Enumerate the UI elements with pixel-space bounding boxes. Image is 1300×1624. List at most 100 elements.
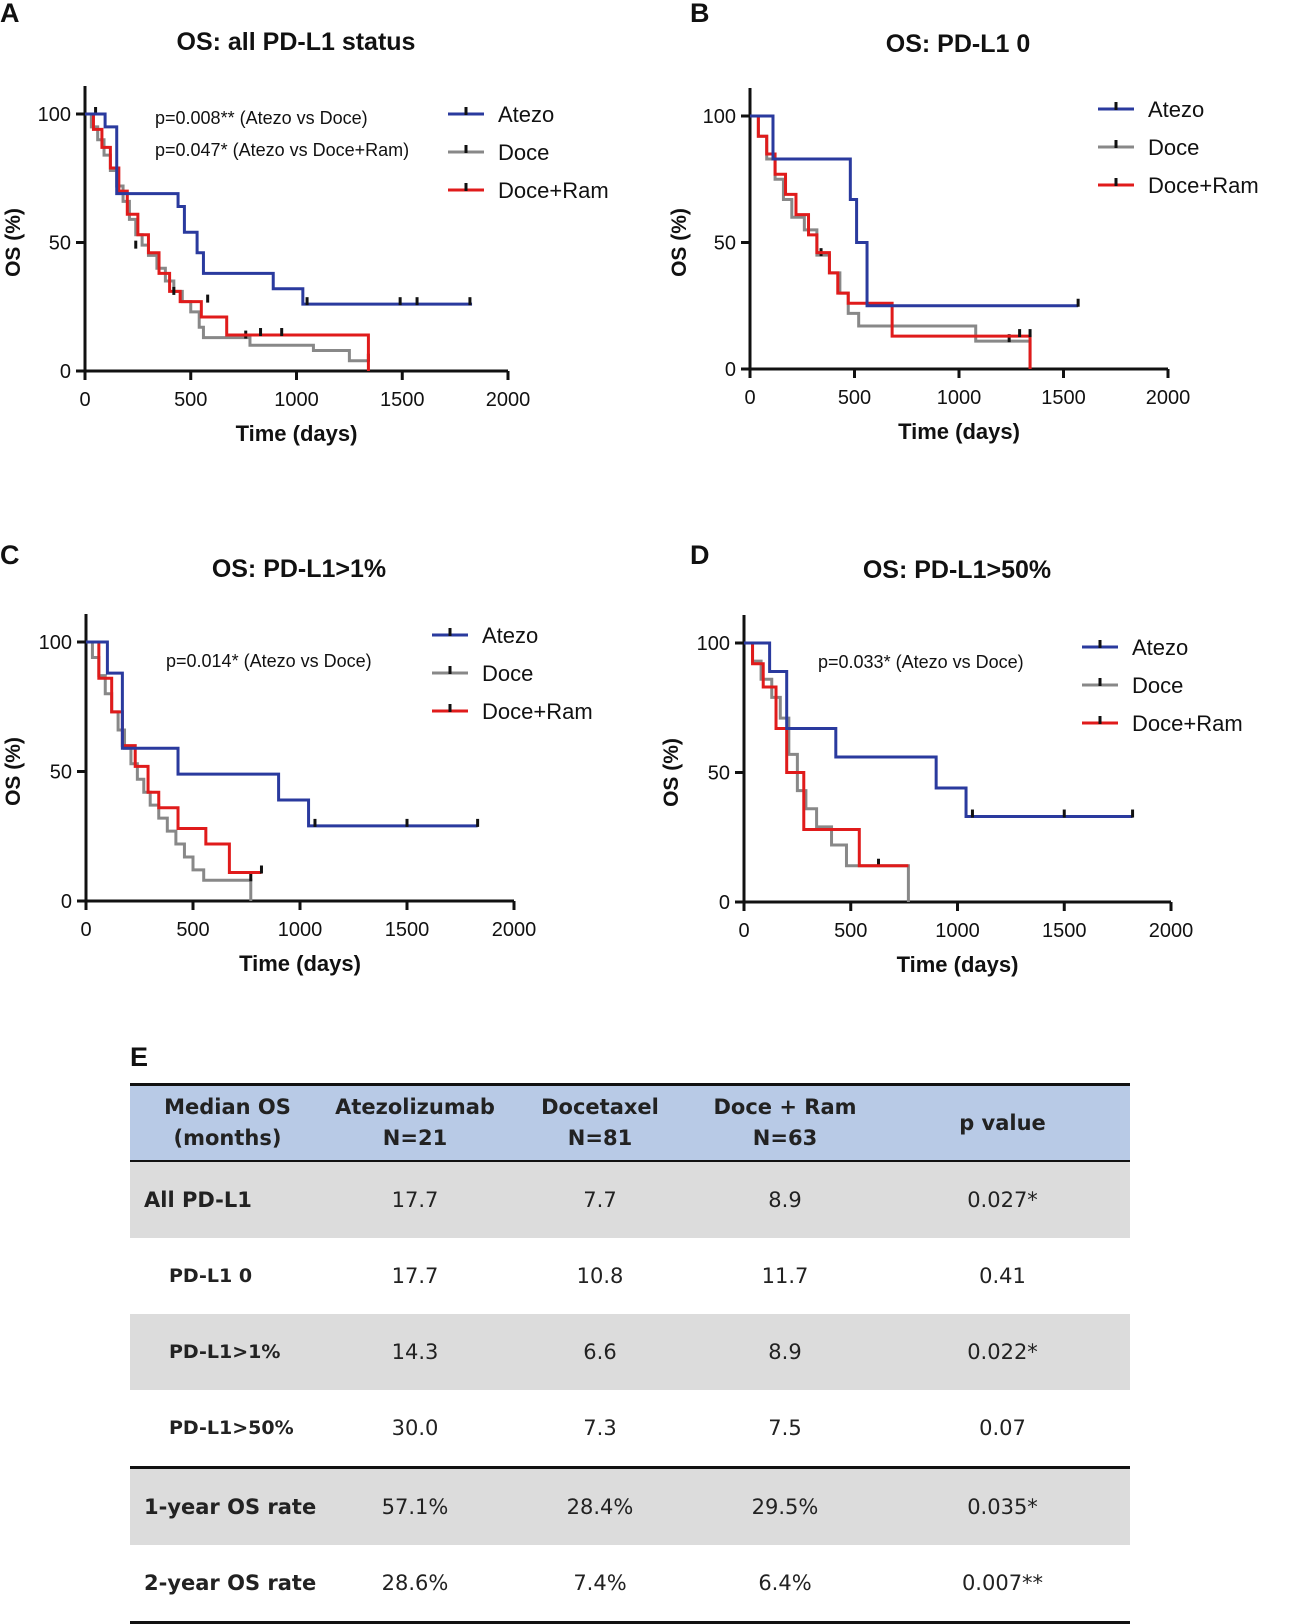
header-line: Atezolizumab bbox=[335, 1095, 495, 1119]
legend-label-atezo: Atezo bbox=[1148, 97, 1204, 122]
panel-letter-c: C bbox=[0, 540, 20, 570]
header-line: p value bbox=[959, 1110, 1046, 1135]
legend-label-atezo: Atezo bbox=[1132, 635, 1188, 660]
cell: 6.4% bbox=[695, 1545, 875, 1624]
x-tick-label: 1500 bbox=[1041, 387, 1086, 409]
x-tick-label: 1500 bbox=[380, 389, 425, 411]
x-tick-label: 0 bbox=[79, 389, 90, 411]
cell: 8.9 bbox=[695, 1161, 875, 1238]
x-tick-label: 500 bbox=[834, 920, 867, 942]
cell: 28.4% bbox=[505, 1466, 695, 1545]
km-line-doce bbox=[750, 114, 1032, 369]
x-tick-label: 2000 bbox=[1146, 387, 1191, 409]
x-tick-label: 2000 bbox=[492, 919, 537, 941]
table-row: All PD-L1 17.7 7.7 8.9 0.027* bbox=[130, 1161, 1130, 1238]
x-tick-label: 2000 bbox=[1149, 920, 1194, 942]
x-tick-label: 2000 bbox=[486, 389, 531, 411]
legend-label-doce-ram: Doce+Ram bbox=[1132, 711, 1243, 736]
row-label: All PD-L1 bbox=[130, 1161, 325, 1238]
p-value-annotation: p=0.014* (Atezo vs Doce) bbox=[166, 651, 372, 671]
km-line-doce-ram bbox=[750, 114, 1032, 369]
y-tick-label: 50 bbox=[49, 233, 71, 255]
cell: 6.6 bbox=[505, 1314, 695, 1390]
cell: 17.7 bbox=[325, 1161, 505, 1238]
cell: 57.1% bbox=[325, 1466, 505, 1545]
cell: 7.5 bbox=[768, 1416, 802, 1440]
chart-title: OS: all PD-L1 status bbox=[177, 28, 416, 56]
cell: 0.035* bbox=[875, 1466, 1130, 1545]
cell: 17.7 bbox=[391, 1264, 439, 1288]
x-axis-label: Time (days) bbox=[236, 421, 358, 446]
km-line-atezo bbox=[744, 641, 1133, 819]
cell: 0.41 bbox=[979, 1264, 1026, 1288]
x-tick-label: 0 bbox=[738, 920, 749, 942]
panel-letter-b: B bbox=[690, 0, 710, 28]
cell: 0.022* bbox=[875, 1314, 1130, 1390]
km-panel-d: OS: PD-L1>50% 0 500 1000 1500 2000 0 50 100 Time … bbox=[660, 556, 1243, 977]
cell: 8.9 bbox=[695, 1314, 875, 1390]
x-tick-label: 1000 bbox=[278, 919, 323, 941]
chart-title: OS: PD-L1>50% bbox=[863, 556, 1051, 584]
legend-label-doce-ram: Doce+Ram bbox=[498, 178, 609, 203]
p-value-annotation: p=0.047* (Atezo vs Doce+Ram) bbox=[155, 140, 409, 160]
table-row: PD-L1>1% 14.3 6.6 8.9 0.022* bbox=[130, 1314, 1130, 1390]
header-docetaxel: Docetaxel N=81 bbox=[505, 1083, 695, 1162]
legend-label-doce-ram: Doce+Ram bbox=[482, 699, 593, 724]
header-line: N=81 bbox=[567, 1126, 633, 1150]
cell: 7.3 bbox=[583, 1416, 617, 1440]
km-line-atezo bbox=[750, 114, 1079, 308]
x-tick-label: 1500 bbox=[1042, 920, 1087, 942]
table-header-row: Median OS (months) Atezolizumab N=21 Doc… bbox=[130, 1083, 1130, 1162]
x-tick-label: 500 bbox=[176, 919, 209, 941]
x-tick-label: 1000 bbox=[937, 387, 982, 409]
cell: 0.07 bbox=[979, 1416, 1026, 1440]
y-tick-label: 0 bbox=[725, 359, 736, 381]
x-tick-label: 1000 bbox=[935, 920, 980, 942]
chart-title: OS: PD-L1 0 bbox=[886, 30, 1030, 58]
x-tick-label: 0 bbox=[744, 387, 755, 409]
y-tick-label: 0 bbox=[61, 891, 72, 913]
x-axis-label: Time (days) bbox=[898, 419, 1020, 444]
x-tick-label: 1500 bbox=[385, 919, 430, 941]
km-line-doce-ram bbox=[85, 112, 370, 371]
legend-label-doce: Doce bbox=[482, 661, 533, 686]
y-tick-label: 0 bbox=[60, 361, 71, 383]
km-line-doce bbox=[86, 640, 253, 901]
median-os-table-wrap: Median OS (months) Atezolizumab N=21 Doc… bbox=[130, 1083, 1130, 1624]
legend-label-atezo: Atezo bbox=[498, 102, 554, 127]
y-axis-label: OS (%) bbox=[2, 737, 25, 806]
y-tick-label: 100 bbox=[39, 632, 72, 654]
header-line: Median OS bbox=[164, 1095, 291, 1119]
km-line-doce-ram bbox=[744, 641, 909, 868]
y-tick-label: 50 bbox=[50, 762, 72, 784]
legend-label-doce-ram: Doce+Ram bbox=[1148, 173, 1259, 198]
cell: 0.007** bbox=[875, 1545, 1130, 1624]
km-line-doce-ram bbox=[86, 640, 262, 875]
km-panel-b: OS: PD-L1 0 0 500 1000 1500 2000 0 50 100 Time (d… bbox=[668, 30, 1259, 444]
y-tick-label: 100 bbox=[703, 106, 736, 128]
table-row: 2-year OS rate 28.6% 7.4% 6.4% 0.007** bbox=[130, 1545, 1130, 1624]
km-line-atezo bbox=[86, 640, 478, 828]
row-label: 1-year OS rate bbox=[130, 1466, 325, 1545]
y-axis-label: OS (%) bbox=[660, 738, 683, 807]
x-tick-label: 1000 bbox=[274, 389, 319, 411]
y-tick-label: 100 bbox=[697, 633, 730, 655]
row-label: PD-L1 0 bbox=[169, 1265, 253, 1287]
cell: 0.027* bbox=[875, 1161, 1130, 1238]
y-tick-label: 0 bbox=[719, 892, 730, 914]
x-tick-label: 0 bbox=[80, 919, 91, 941]
cell: 10.8 bbox=[576, 1264, 624, 1288]
header-atezolizumab: Atezolizumab N=21 bbox=[325, 1083, 505, 1162]
x-tick-label: 500 bbox=[174, 389, 207, 411]
table-row: PD-L1>50% 30.0 7.3 7.5 0.07 bbox=[130, 1390, 1130, 1468]
panel-letter-e: E bbox=[130, 1042, 149, 1072]
legend-label-doce: Doce bbox=[1148, 135, 1199, 160]
km-line-doce bbox=[744, 641, 910, 902]
cell: 7.4% bbox=[505, 1545, 695, 1624]
header-line: Doce + Ram bbox=[713, 1095, 857, 1119]
header-line: N=21 bbox=[382, 1126, 448, 1150]
header-p-value: p value bbox=[875, 1083, 1130, 1162]
header-line: Docetaxel bbox=[541, 1095, 659, 1119]
cell: 14.3 bbox=[325, 1314, 505, 1390]
